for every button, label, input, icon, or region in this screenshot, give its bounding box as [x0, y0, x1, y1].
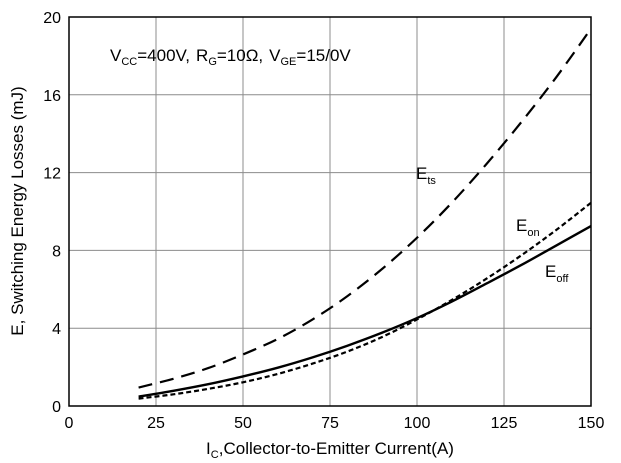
- x-tick-label: 125: [491, 415, 518, 432]
- tick-labels: 0 25 50 75 100 125 150 0 4 8 12 16 20: [43, 10, 604, 432]
- y-tick-label: 8: [52, 243, 61, 260]
- series-label-ets: Ets: [416, 164, 436, 187]
- x-tick-label: 25: [147, 415, 165, 432]
- x-axis-label: IC,Collector-to-Emitter Current(A): [206, 439, 454, 461]
- conditions-annotation: VCC=400V, RG=10Ω, VGE=15/0V: [110, 46, 351, 68]
- y-tick-label: 4: [52, 321, 61, 338]
- series-label-eon: Eon: [516, 216, 540, 239]
- y-tick-label: 16: [43, 88, 61, 105]
- x-tick-label: 100: [404, 415, 431, 432]
- x-tick-label: 150: [578, 415, 605, 432]
- grid-lines: [69, 17, 591, 406]
- series-line-eoff: [138, 225, 592, 398]
- x-tick-label: 50: [234, 415, 252, 432]
- y-axis-label: E, Switching Energy Losses (mJ): [8, 86, 27, 335]
- x-tick-label: 75: [321, 415, 339, 432]
- series-line-eon: [138, 201, 592, 400]
- series-layer: [138, 28, 592, 400]
- series-line-ets: [138, 28, 592, 389]
- y-tick-label: 20: [43, 10, 61, 27]
- x-tick-label: 0: [65, 415, 74, 432]
- y-tick-label: 0: [52, 399, 61, 416]
- y-tick-label: 12: [43, 166, 61, 183]
- series-label-eoff: Eoff: [545, 262, 569, 285]
- plot-frame: [68, 16, 592, 407]
